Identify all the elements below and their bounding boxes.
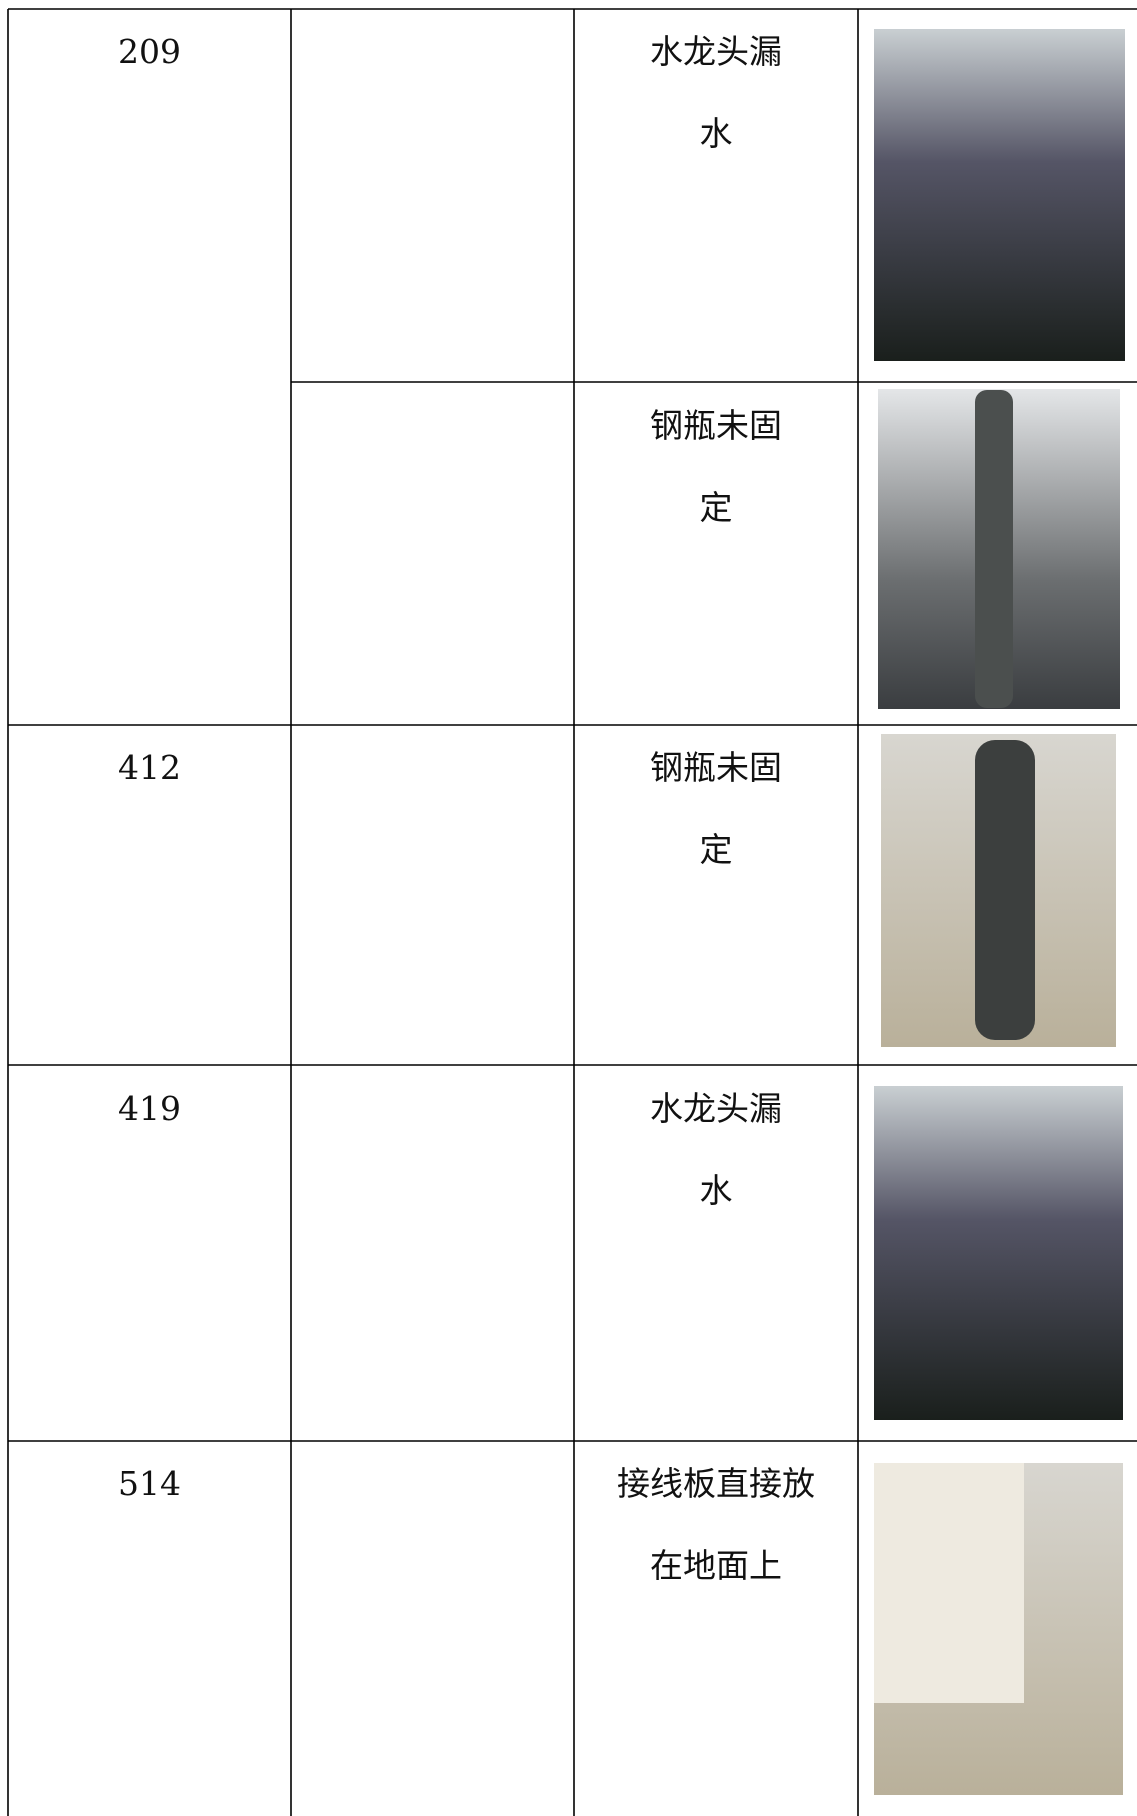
photo — [874, 29, 1125, 361]
issue: 接线板直接放在地面上 — [617, 1464, 815, 1585]
room-number: 419 — [118, 1089, 181, 1128]
grid-lines — [7, 8, 1137, 1816]
photo-detail — [975, 390, 1013, 708]
issue: 水龙头漏水 — [650, 32, 782, 153]
photo — [874, 1086, 1123, 1420]
room-number: 209 — [118, 32, 181, 71]
room-number: 412 — [118, 748, 181, 787]
issue: 钢瓶未固定 — [650, 406, 782, 527]
room-number: 514 — [118, 1464, 181, 1503]
photo-detail — [874, 1463, 1024, 1703]
issue: 钢瓶未固定 — [650, 748, 782, 869]
issue: 水龙头漏水 — [650, 1089, 782, 1210]
photo-detail — [975, 740, 1035, 1040]
